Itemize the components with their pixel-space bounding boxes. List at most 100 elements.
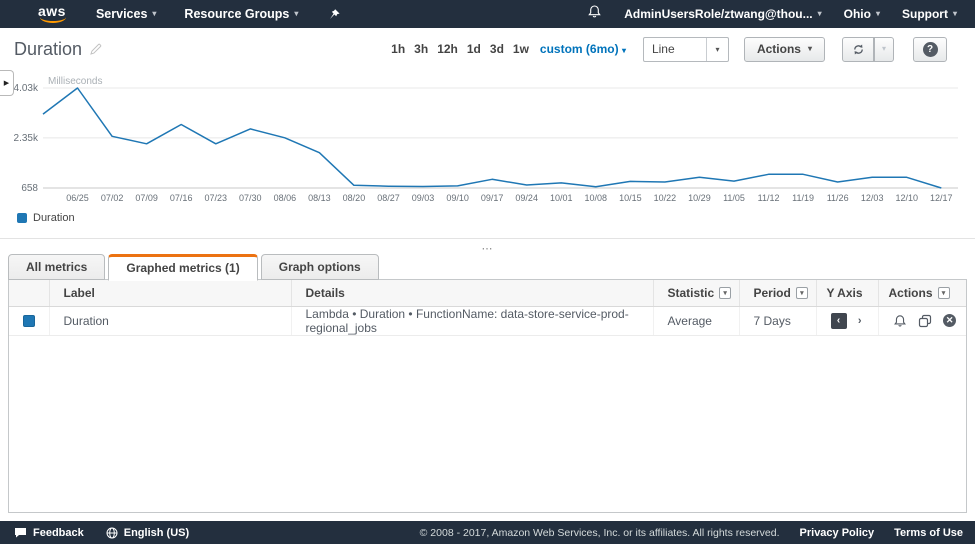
metric-color-checkbox[interactable] (22, 315, 35, 328)
header-statistic: Statistic ▾ (653, 280, 740, 307)
actions-button[interactable]: Actions ▾ (743, 36, 825, 62)
legend-color-swatch (17, 213, 27, 223)
svg-text:4.03k: 4.03k (14, 83, 39, 94)
svg-text:11/12: 11/12 (758, 193, 780, 203)
edit-all-statistic-icon[interactable]: ▾ (719, 286, 732, 299)
range-custom-label: custom (6mo) (539, 42, 619, 56)
privacy-policy-link[interactable]: Privacy Policy (799, 526, 875, 539)
terms-of-use-link[interactable]: Terms of Use (894, 526, 963, 539)
create-alarm-bell-icon[interactable] (893, 314, 907, 328)
nav-region-menu[interactable]: Ohio ▾ (844, 7, 880, 21)
svg-text:10/22: 10/22 (654, 193, 677, 203)
duplicate-copy-icon[interactable] (918, 314, 932, 328)
tab-graphed-metrics[interactable]: Graphed metrics (1) (108, 254, 258, 281)
range-12h-button[interactable]: 12h (437, 42, 458, 56)
aws-smile-icon (40, 16, 66, 23)
svg-text:11/19: 11/19 (792, 193, 814, 203)
aws-logo[interactable]: aws (38, 4, 66, 24)
pushpin-icon[interactable] (328, 8, 341, 21)
actions-label: Actions (756, 42, 801, 56)
speech-bubble-icon (15, 528, 26, 538)
graphed-metrics-panel: Label Details Statistic ▾ Period (8, 279, 967, 513)
time-range-controls: 1h 3h 12h 1d 3d 1w custom (6mo) ▾ Line ▾… (391, 36, 947, 62)
y-axis-left-button[interactable]: ‹ (830, 312, 847, 329)
top-nav-left: aws Services ▾ Resource Groups ▾ (0, 4, 341, 24)
header-actions: Actions ▾ (878, 280, 966, 307)
help-button[interactable]: ? (913, 36, 947, 62)
nav-account-menu[interactable]: AdminUsersRole/ztwang@thou... ▾ (624, 7, 821, 21)
notifications-bell-icon[interactable] (587, 4, 602, 24)
svg-text:09/10: 09/10 (446, 193, 469, 203)
y-axis-right-button[interactable]: › (857, 314, 862, 327)
graphed-metrics-table: Label Details Statistic ▾ Period (9, 280, 966, 336)
svg-text:11/05: 11/05 (723, 193, 745, 203)
svg-text:10/01: 10/01 (550, 193, 573, 203)
nav-region-label: Ohio (843, 7, 871, 21)
chevron-down-icon: ▾ (817, 9, 822, 18)
range-3d-button[interactable]: 3d (489, 42, 504, 56)
refresh-button[interactable] (842, 36, 874, 62)
svg-text:Milliseconds: Milliseconds (48, 76, 102, 87)
range-1h-button[interactable]: 1h (391, 42, 406, 56)
svg-text:07/09: 07/09 (135, 193, 158, 203)
nav-support-menu[interactable]: Support ▾ (902, 7, 957, 21)
metric-period-cell[interactable]: 7 Days (739, 306, 817, 336)
metric-line-chart[interactable]: 658 2.35k 4.03k Milliseconds 06/25 07/02 07/09… (0, 68, 975, 206)
range-3h-button[interactable]: 3h (414, 42, 429, 56)
metric-label-cell[interactable]: Duration (49, 306, 292, 336)
tab-all-metrics[interactable]: All metrics (8, 254, 106, 280)
nav-services-menu[interactable]: Services ▾ (96, 7, 156, 21)
chevron-down-icon: ▾ (952, 9, 957, 18)
nav-resource-groups-menu[interactable]: Resource Groups ▾ (184, 7, 298, 21)
chevron-down-icon: ▾ (807, 44, 812, 53)
panel-resize-handle[interactable]: ⋯ (0, 238, 975, 255)
duration-chart-svg: 658 2.35k 4.03k Milliseconds 06/25 07/02 07/09… (14, 76, 958, 203)
header-details: Details (291, 280, 654, 307)
metric-statistic-cell[interactable]: Average (653, 306, 740, 336)
header-statistic-label: Statistic (667, 285, 715, 300)
svg-text:07/30: 07/30 (239, 193, 262, 203)
edit-title-pencil-icon[interactable] (90, 43, 102, 55)
svg-text:12/17: 12/17 (930, 193, 953, 203)
chart-legend-item[interactable]: Duration (17, 212, 75, 224)
edit-all-period-icon[interactable]: ▾ (795, 286, 808, 299)
svg-text:08/13: 08/13 (308, 193, 331, 203)
range-custom-button[interactable]: custom (6mo) ▾ (540, 42, 626, 56)
metric-enabled-cell (9, 306, 50, 336)
chevron-down-icon: ▾ (723, 289, 727, 297)
chevron-down-icon: ▾ (621, 46, 626, 55)
flyout-arrow-icon: ▶ (3, 80, 10, 87)
chevron-down-icon: ▾ (800, 289, 804, 297)
feedback-label: Feedback (33, 526, 84, 539)
nav-resource-groups-label: Resource Groups (184, 7, 290, 21)
chevron-down-icon: ▾ (881, 44, 886, 53)
chevron-down-icon: ▾ (705, 37, 728, 61)
table-header-row: Label Details Statistic ▾ Period (9, 280, 966, 307)
svg-text:2.35k: 2.35k (14, 133, 39, 144)
chevron-down-icon: ▾ (152, 9, 157, 18)
graph-type-select[interactable]: Line ▾ (642, 36, 729, 62)
svg-text:07/16: 07/16 (170, 193, 193, 203)
sidebar-expand-button[interactable]: ▶ (0, 70, 14, 96)
header-y-axis: Y Axis (816, 280, 879, 307)
graph-type-value: Line (651, 42, 675, 56)
tab-graph-options[interactable]: Graph options (260, 254, 379, 280)
nav-account-label: AdminUsersRole/ztwang@thou... (624, 7, 813, 21)
drag-dots-icon: ⋯ (481, 243, 494, 255)
edit-all-actions-icon[interactable]: ▾ (937, 286, 950, 299)
page-title: Duration (14, 38, 83, 59)
svg-text:09/24: 09/24 (515, 193, 538, 203)
chevron-down-icon: ▾ (875, 9, 880, 18)
range-1d-button[interactable]: 1d (466, 42, 481, 56)
footer-left: Feedback English (US) (14, 527, 189, 539)
chevron-down-icon: ▾ (294, 9, 299, 18)
legend-label: Duration (33, 212, 75, 224)
refresh-split-button: ▾ (842, 36, 894, 62)
metric-actions-cell: ✕ (878, 306, 966, 336)
language-button[interactable]: English (US) (106, 527, 189, 539)
range-1w-button[interactable]: 1w (512, 42, 529, 56)
refresh-options-button[interactable]: ▾ (874, 36, 894, 62)
feedback-button[interactable]: Feedback (14, 527, 84, 539)
remove-metric-icon[interactable]: ✕ (943, 314, 957, 328)
